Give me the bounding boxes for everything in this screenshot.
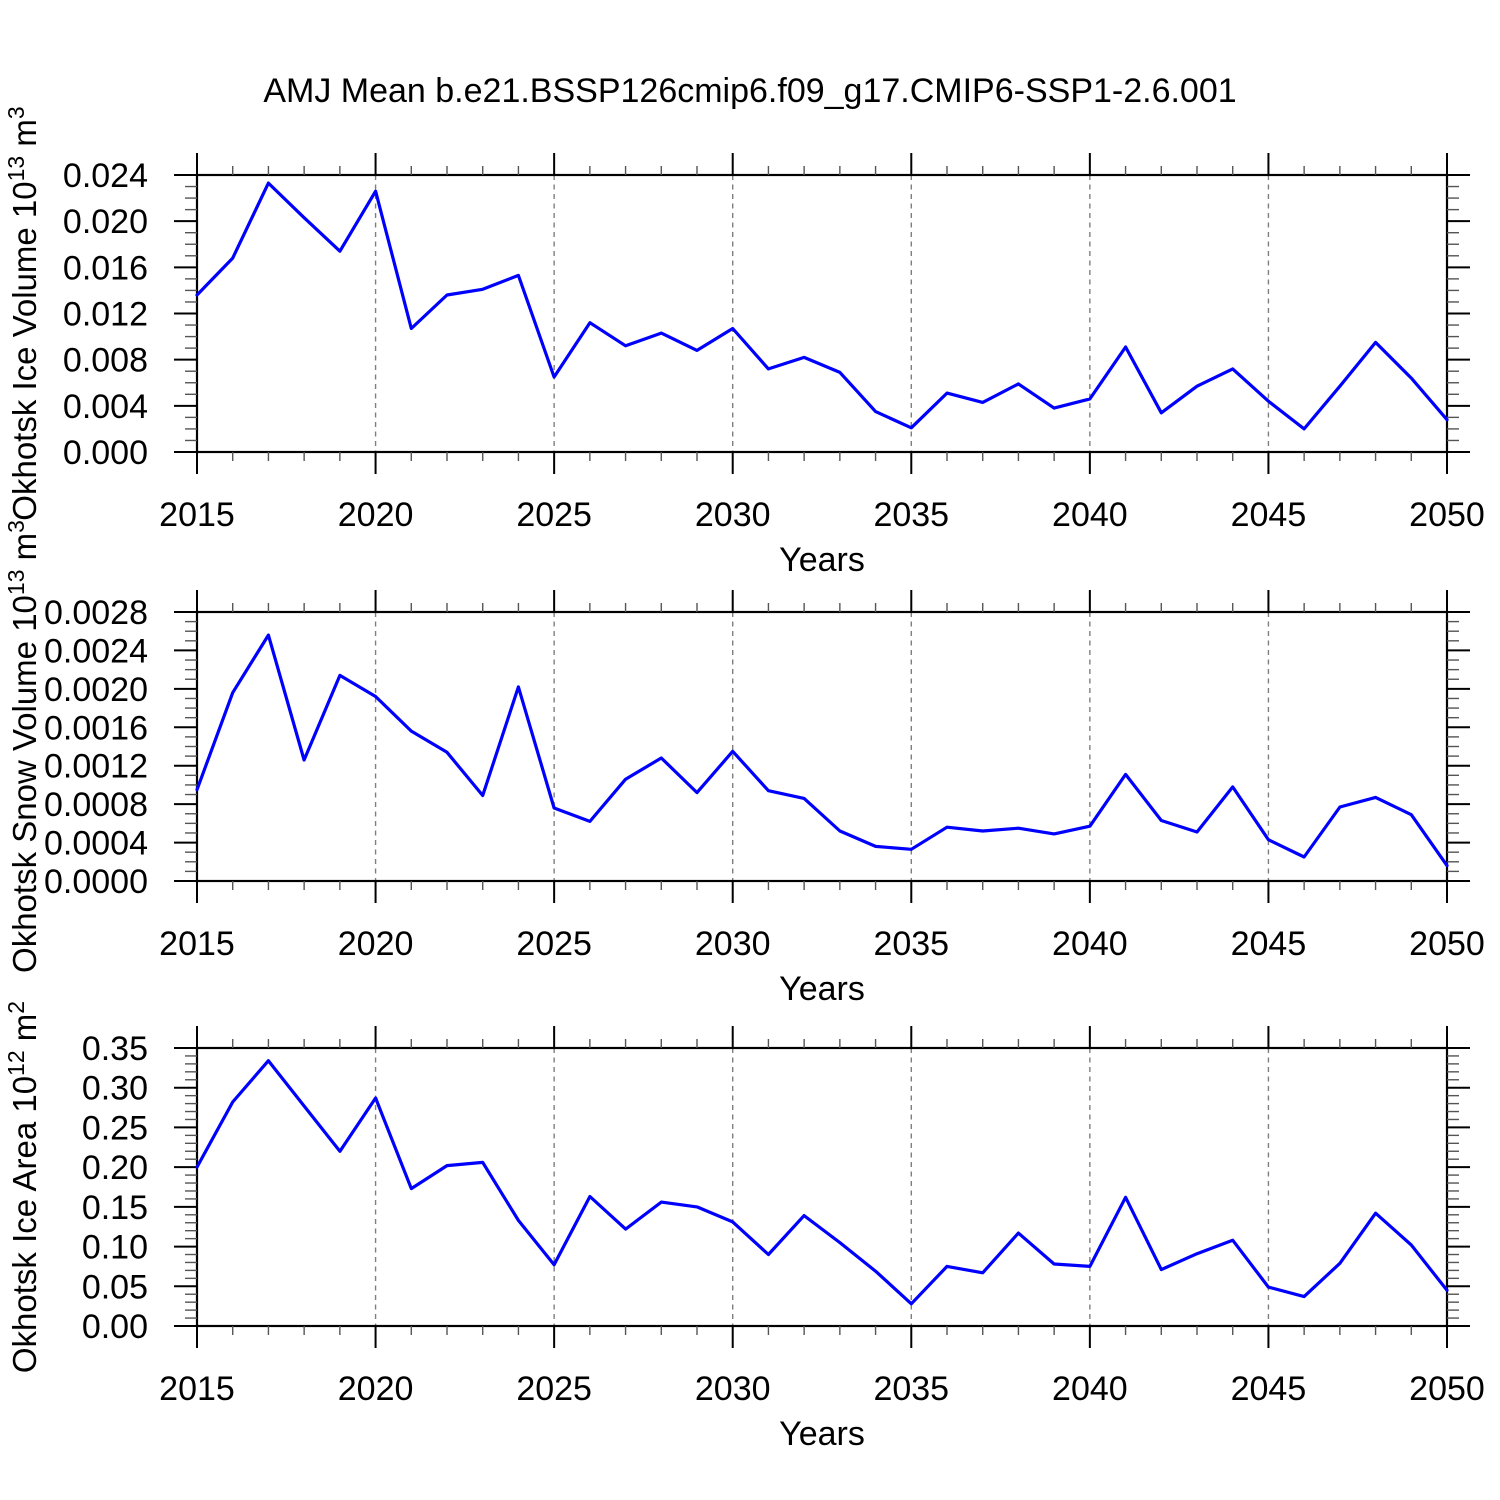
y-tick-label: 0.000 <box>63 434 148 472</box>
y-tick-label: 0.0028 <box>44 594 148 632</box>
y-tick-label: 0.004 <box>63 388 148 426</box>
panel-snow-volume: 0.00000.00040.00080.00120.00160.00200.00… <box>3 520 1485 1008</box>
y-tick-label: 0.05 <box>82 1268 148 1306</box>
x-tick-label: 2045 <box>1231 925 1307 963</box>
y-tick-label: 0.0008 <box>44 786 148 824</box>
y-tick-label: 0.25 <box>82 1109 148 1147</box>
y-tick-label: 0.35 <box>82 1030 148 1068</box>
x-tick-label: 2040 <box>1052 496 1128 534</box>
y-tick-label: 0.008 <box>63 342 148 380</box>
y-tick-label: 0.024 <box>63 157 148 195</box>
x-tick-label: 2045 <box>1231 496 1307 534</box>
y-axis-title: Okhotsk Snow Volume 1013 m3 <box>3 520 43 973</box>
x-tick-label: 2025 <box>516 496 592 534</box>
y-tick-label: 0.0000 <box>44 863 148 901</box>
x-tick-label: 2015 <box>159 925 235 963</box>
y-tick-label: 0.0016 <box>44 709 148 747</box>
y-axis-title: Okhotsk Ice Area 1012 m2 <box>3 1001 43 1373</box>
x-tick-label: 2050 <box>1409 496 1485 534</box>
y-tick-label: 0.30 <box>82 1070 148 1108</box>
x-tick-label: 2045 <box>1231 1370 1307 1408</box>
y-axis-title: Okhotsk Ice Volume 1013 m3 <box>3 106 43 520</box>
x-tick-label: 2020 <box>338 925 414 963</box>
y-tick-label: 0.00 <box>82 1308 148 1346</box>
x-tick-label: 2035 <box>873 1370 949 1408</box>
data-line-ice-area <box>195 1059 1449 1306</box>
x-tick-label: 2035 <box>873 496 949 534</box>
x-tick-label: 2015 <box>159 496 235 534</box>
x-tick-label: 2050 <box>1409 1370 1485 1408</box>
x-tick-label: 2030 <box>695 496 771 534</box>
y-tick-label: 0.016 <box>63 249 148 287</box>
x-tick-label: 2025 <box>516 1370 592 1408</box>
plot-frame <box>195 173 1449 454</box>
data-line-snow-volume <box>195 633 1449 868</box>
y-tick-label: 0.10 <box>82 1229 148 1267</box>
x-tick-label: 2040 <box>1052 925 1128 963</box>
y-tick-label: 0.15 <box>82 1189 148 1227</box>
y-tick-label: 0.0012 <box>44 748 148 786</box>
x-tick-label: 2030 <box>695 1370 771 1408</box>
x-axis-title: Years <box>779 541 865 579</box>
x-tick-label: 2035 <box>873 925 949 963</box>
x-tick-label: 2050 <box>1409 925 1485 963</box>
y-tick-label: 0.020 <box>63 203 148 241</box>
data-line-ice-volume <box>195 181 1449 431</box>
x-tick-label: 2020 <box>338 496 414 534</box>
x-tick-label: 2020 <box>338 1370 414 1408</box>
x-tick-label: 2030 <box>695 925 771 963</box>
x-tick-label: 2040 <box>1052 1370 1128 1408</box>
plot-frame <box>195 1046 1449 1328</box>
x-axis-title: Years <box>779 1415 865 1453</box>
y-tick-label: 0.0004 <box>44 825 148 863</box>
y-tick-label: 0.0020 <box>44 671 148 709</box>
y-tick-label: 0.012 <box>63 296 148 334</box>
panel-ice-volume: 0.000 0.004 0.008 0.012 0.016 0.020 0.024 2015 2… <box>3 106 1485 579</box>
panel-ice-area: 0.000.050.100.150.200.250.300.35 2015 2020… <box>3 1001 1485 1453</box>
x-axis-title: Years <box>779 970 865 1008</box>
x-tick-label: 2025 <box>516 925 592 963</box>
x-tick-label: 2015 <box>159 1370 235 1408</box>
plot-frame <box>195 610 1449 883</box>
figure-title: AMJ Mean b.e21.BSSP126cmip6.f09_g17.CMIP… <box>263 72 1236 110</box>
y-tick-label: 0.0024 <box>44 632 148 670</box>
y-tick-label: 0.20 <box>82 1149 148 1187</box>
